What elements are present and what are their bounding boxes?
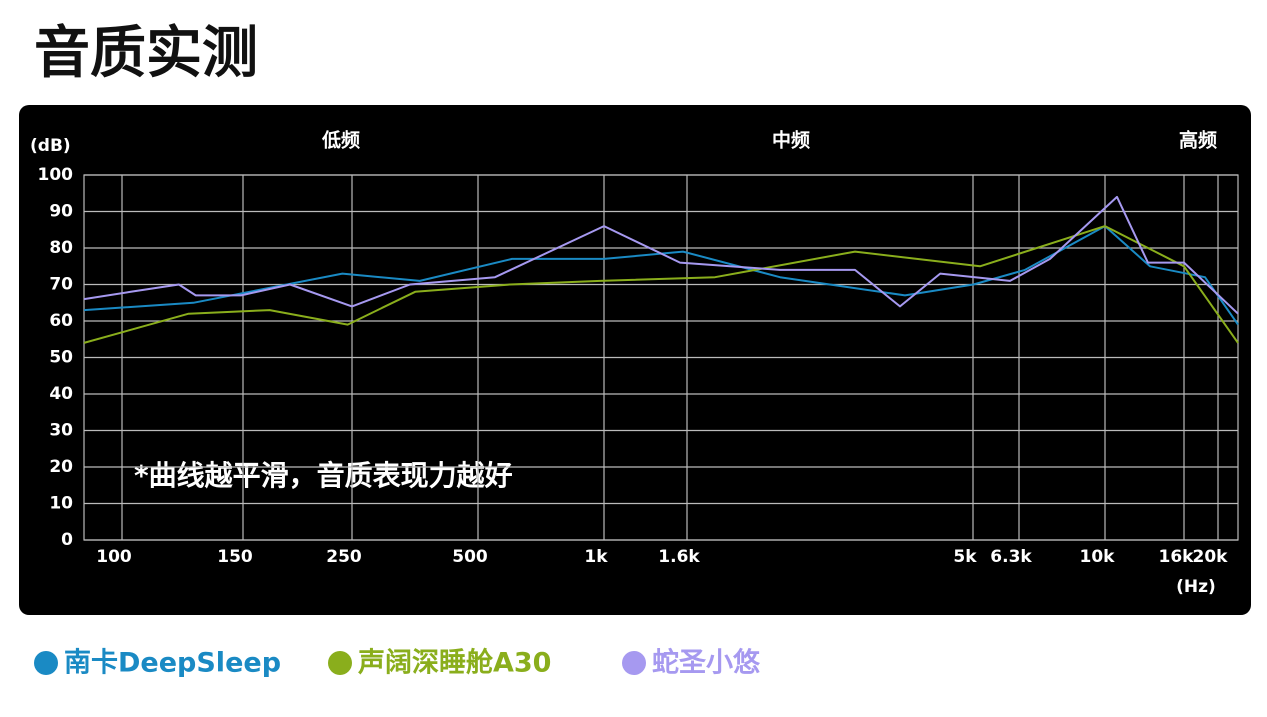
y-tick-label: 30 (49, 421, 73, 441)
legend-label: 声阔深睡舱A30 (358, 647, 551, 679)
x-tick-label: 1.6k (658, 547, 700, 567)
y-tick-label: 0 (61, 530, 73, 550)
x-tick-label: 6.3k (990, 547, 1032, 567)
page-title: 音质实测 (34, 21, 258, 86)
x-tick-label: 150 (217, 547, 253, 567)
series-line (83, 225, 1239, 344)
y-unit: (dB) (30, 136, 71, 156)
series-line (83, 195, 1239, 315)
chart-panel (19, 105, 1251, 615)
y-tick-label: 90 (49, 202, 73, 222)
y-tick-label: 10 (49, 494, 73, 514)
band-label: 高频 (1179, 129, 1217, 152)
x-tick-label: 16k (1159, 547, 1195, 567)
y-tick-label: 70 (49, 275, 73, 295)
y-tick-label: 20 (49, 457, 73, 477)
x-tick-label: 20k (1193, 547, 1229, 567)
x-tick-label: 1k (584, 547, 608, 567)
y-tick-label: 100 (38, 165, 74, 185)
y-tick-label: 60 (49, 311, 73, 331)
y-tick-label: 40 (49, 384, 73, 404)
x-tick-label: 500 (452, 547, 488, 567)
y-tick-label: 80 (49, 238, 73, 258)
legend-marker (328, 651, 352, 675)
x-tick-label: 250 (326, 547, 362, 567)
band-label: 低频 (321, 129, 360, 152)
legend-label: 南卡DeepSleep (64, 648, 281, 679)
x-tick-label: 100 (96, 547, 132, 567)
legend-marker (34, 651, 58, 675)
band-label: 中频 (772, 129, 810, 152)
legend-label: 蛇圣小悠 (652, 647, 761, 679)
legend-marker (622, 651, 646, 675)
annotation: *曲线越平滑，音质表现力越好 (134, 459, 513, 492)
series-line (83, 225, 1239, 326)
x-tick-label: 10k (1080, 547, 1116, 567)
x-unit: (Hz) (1176, 577, 1216, 597)
x-tick-label: 5k (953, 547, 977, 567)
y-tick-label: 50 (49, 348, 73, 368)
